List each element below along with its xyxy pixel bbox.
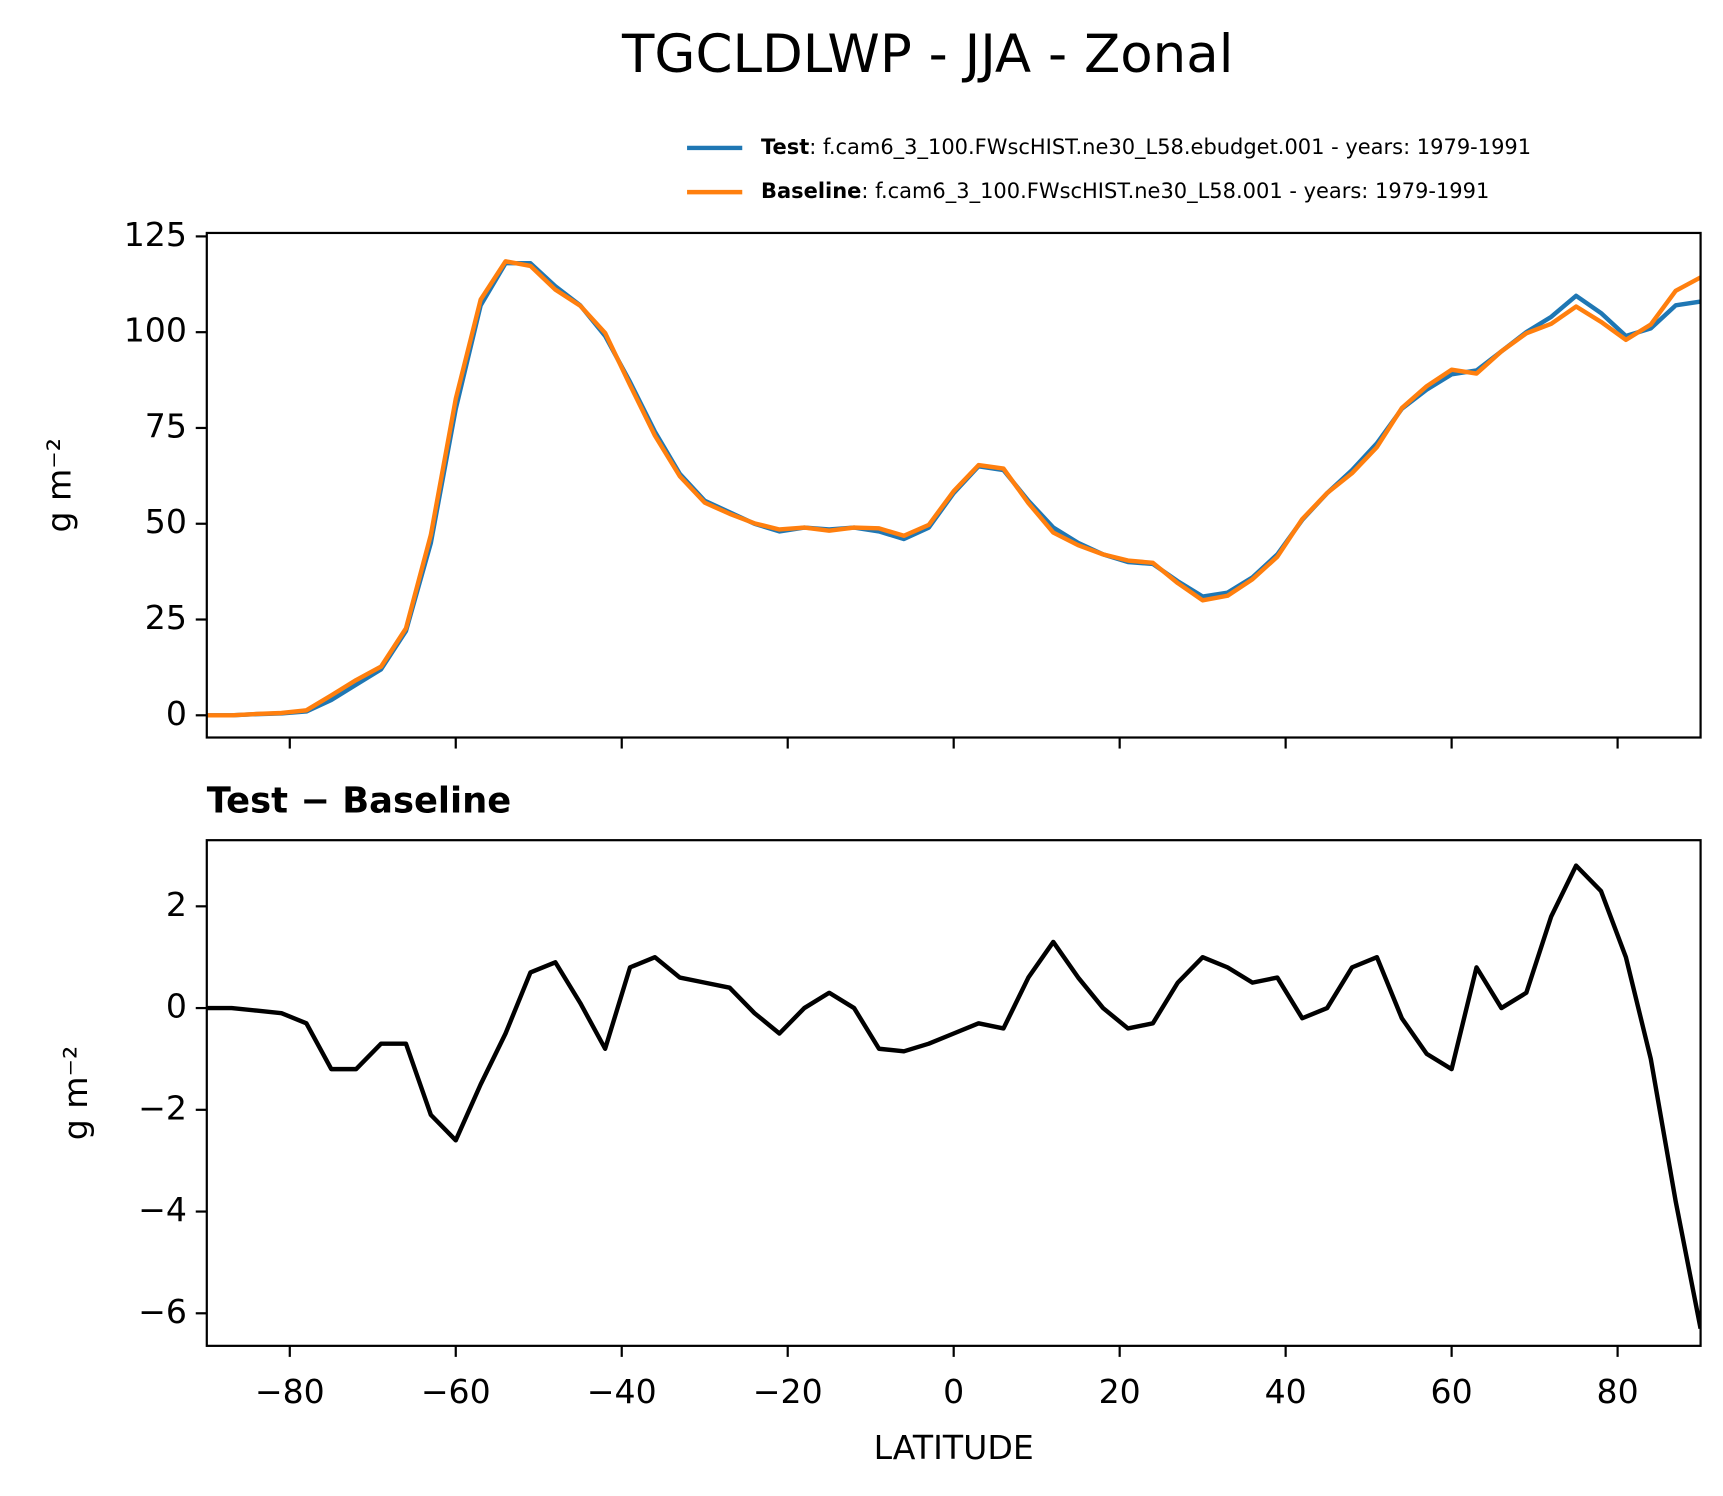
y-axis-label: g m⁻² bbox=[40, 438, 79, 533]
y-tick-label: −2 bbox=[138, 1088, 187, 1127]
y-tick-label: 0 bbox=[166, 987, 187, 1026]
y-tick-label: −4 bbox=[138, 1190, 187, 1229]
data-line bbox=[206, 259, 1701, 718]
y-tick-label: 25 bbox=[145, 598, 187, 637]
legend-name: Baseline bbox=[761, 179, 861, 203]
legend-name: Test bbox=[761, 135, 809, 159]
legend-entry: Baseline: f.cam6_3_100.FWscHIST.ne30_L58… bbox=[761, 179, 1489, 204]
legend-description: : f.cam6_3_100.FWscHIST.ne30_L58.ebudget… bbox=[809, 135, 1531, 160]
x-tick-label: 20 bbox=[1099, 1372, 1141, 1411]
y-tick-label: 75 bbox=[145, 406, 187, 445]
y-tick-label: 2 bbox=[166, 885, 187, 924]
plot-frame bbox=[205, 231, 1702, 739]
x-tick-label: −60 bbox=[421, 1372, 491, 1411]
x-tick-label: 80 bbox=[1597, 1372, 1639, 1411]
x-axis-label: LATITUDE bbox=[874, 1428, 1034, 1467]
plot-frame bbox=[205, 839, 1702, 1347]
x-tick-label: −40 bbox=[587, 1372, 657, 1411]
x-tick-label: 40 bbox=[1265, 1372, 1307, 1411]
y-tick-label: 100 bbox=[124, 311, 187, 350]
x-tick-label: −20 bbox=[753, 1372, 823, 1411]
x-tick-label: 0 bbox=[943, 1372, 964, 1411]
y-tick-label: 125 bbox=[124, 215, 187, 254]
y-tick-label: −6 bbox=[138, 1292, 187, 1331]
legend-entry: Test: f.cam6_3_100.FWscHIST.ne30_L58.ebu… bbox=[761, 135, 1531, 160]
y-axis-label: g m⁻² bbox=[56, 1046, 95, 1141]
x-tick-label: 60 bbox=[1431, 1372, 1473, 1411]
y-tick-label: 0 bbox=[166, 694, 187, 733]
y-tick-label: 50 bbox=[145, 502, 187, 541]
legend-description: : f.cam6_3_100.FWscHIST.ne30_L58.001 - y… bbox=[861, 179, 1489, 204]
x-tick-label: −80 bbox=[255, 1372, 325, 1411]
data-line bbox=[206, 863, 1701, 1329]
panel-title: Test − Baseline bbox=[207, 781, 511, 822]
figure-title: TGCLDLWP - JJA - Zonal bbox=[621, 24, 1233, 85]
